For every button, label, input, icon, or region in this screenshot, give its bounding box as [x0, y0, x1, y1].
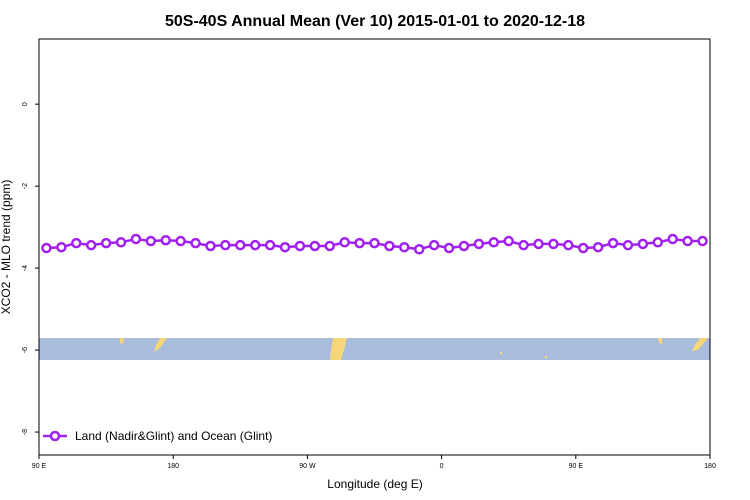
y-tick-label: 0	[22, 102, 29, 106]
x-axis-label: Longitude (deg E)	[327, 477, 422, 491]
point	[115, 237, 127, 248]
x-tick-label: 90 E	[32, 463, 47, 470]
point	[652, 237, 664, 248]
legend-label: Land (Nadir&Glint) and Ocean (Glint)	[75, 429, 272, 443]
point	[339, 237, 350, 248]
point	[41, 242, 52, 254]
point	[473, 238, 485, 250]
point	[264, 239, 276, 251]
x-tick-label: 180	[167, 463, 179, 470]
y-tick-label: -4	[22, 265, 29, 271]
x-tick-label: 90 E	[569, 463, 584, 470]
y-tick-label: -8	[22, 429, 29, 435]
point	[235, 239, 246, 251]
point	[548, 238, 559, 250]
point	[578, 242, 589, 254]
point	[399, 241, 410, 253]
point	[71, 237, 82, 249]
point	[503, 235, 514, 247]
chart-title: 50S-40S Annual Mean (Ver 10) 2015-01-01 …	[165, 13, 585, 30]
point	[488, 237, 500, 248]
point	[622, 239, 634, 251]
point	[563, 239, 574, 251]
plot-frame	[38, 38, 711, 456]
point	[294, 240, 306, 252]
point	[369, 237, 380, 249]
point	[428, 239, 440, 251]
point	[249, 239, 261, 251]
x-tick-label: 180	[704, 463, 716, 470]
point	[637, 238, 649, 250]
point	[279, 241, 291, 253]
point	[324, 240, 336, 252]
legend-marker	[49, 430, 61, 442]
point	[697, 235, 708, 247]
y-tick-label: -6	[22, 347, 29, 353]
point	[533, 238, 544, 250]
point	[413, 244, 425, 255]
point	[309, 240, 321, 252]
point	[667, 233, 678, 245]
x-tick-label: 90 W	[299, 463, 316, 470]
point	[518, 239, 529, 251]
point	[443, 242, 455, 254]
point	[190, 237, 201, 249]
point	[384, 240, 395, 252]
point	[592, 241, 604, 253]
point	[130, 233, 142, 245]
x-tick-label: 0	[440, 463, 444, 470]
point	[607, 237, 619, 249]
point	[160, 234, 171, 246]
point	[682, 235, 693, 247]
point	[145, 235, 157, 247]
point	[458, 240, 470, 252]
point	[354, 237, 365, 249]
y-axis-label: XCO2 - MLO trend (ppm)	[0, 180, 13, 315]
y-tick-label: -2	[22, 183, 29, 189]
point	[85, 239, 97, 251]
point	[175, 235, 186, 247]
point	[56, 241, 67, 253]
point	[100, 237, 112, 249]
point	[205, 240, 216, 252]
map-strip	[39, 338, 710, 360]
point	[220, 239, 231, 251]
